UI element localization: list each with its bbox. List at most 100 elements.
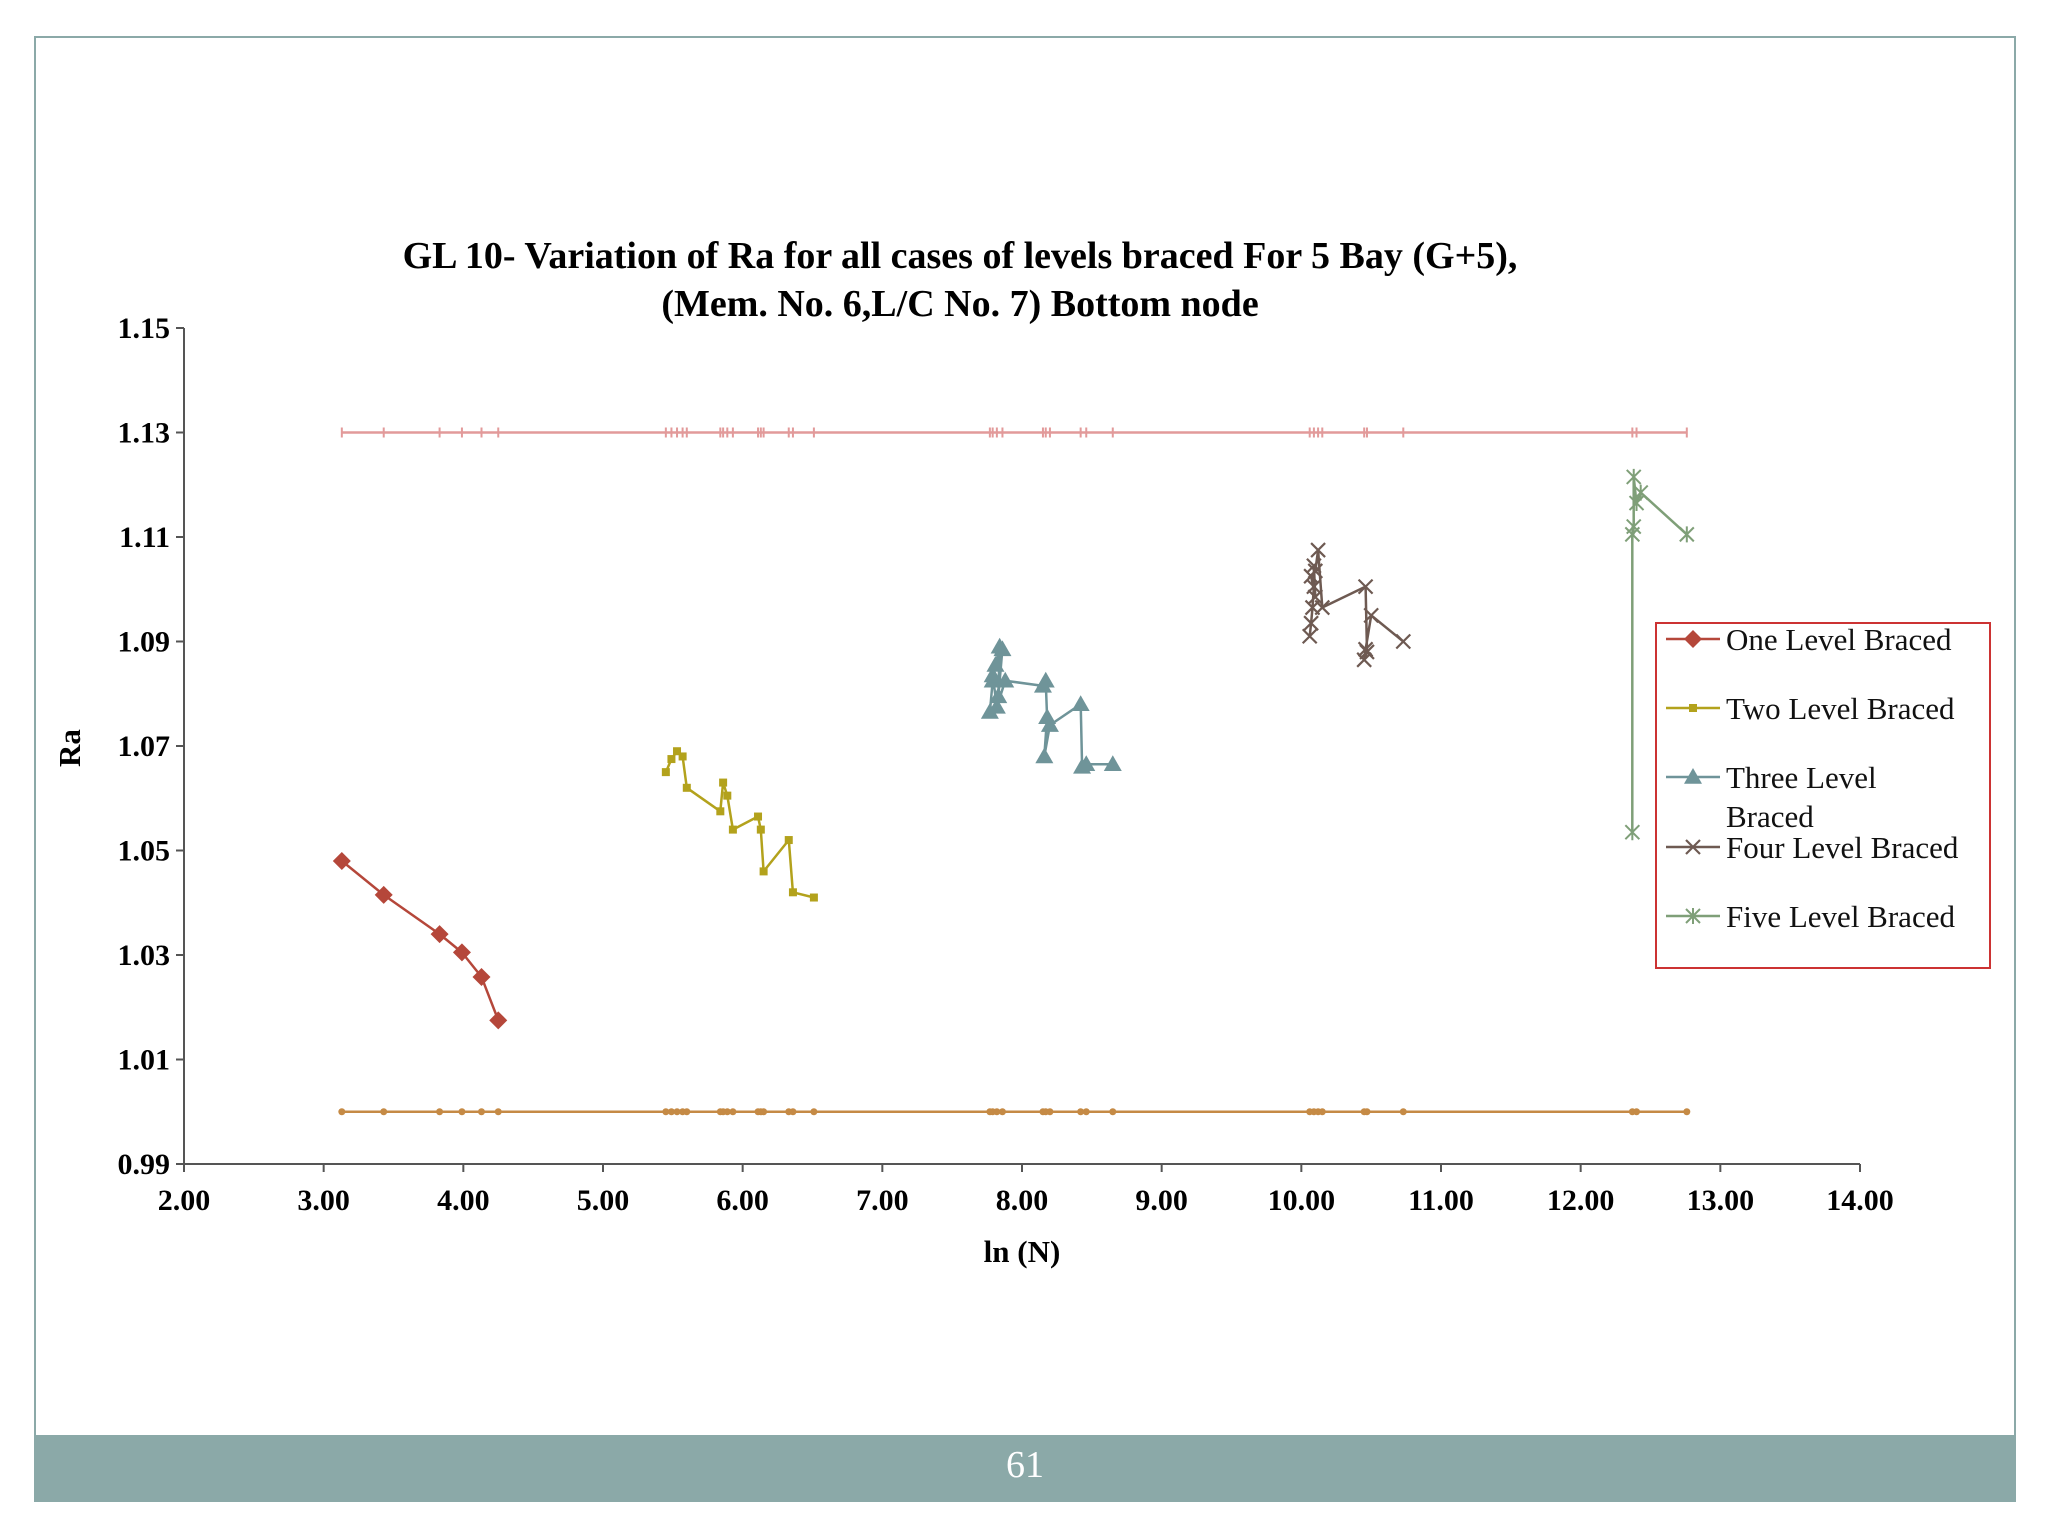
data-point-five-level-braced (1633, 484, 1649, 501)
data-point-two-level-braced (719, 778, 728, 787)
legend-marker (1684, 768, 1702, 784)
series-two-level-braced (661, 747, 818, 902)
legend-label: Two Level Braced (1726, 691, 1955, 726)
data-point-four-level-braced (1307, 563, 1324, 579)
data-point-four-level-braced (1314, 599, 1331, 616)
y-tick-label: 1.07 (118, 730, 171, 763)
data-point-one-level-braced (374, 885, 393, 904)
data-point-two-level-braced (756, 825, 765, 834)
series-one-level-braced (332, 851, 508, 1030)
legend: One Level Braced Two Level Braced Three Le… (1655, 622, 1991, 969)
data-point-four-level-braced (1395, 633, 1412, 650)
x-tick-label: 11.00 (1408, 1184, 1474, 1217)
data-point-two-level-braced (716, 807, 725, 816)
series-lower-limit (338, 1108, 1691, 1116)
data-point-two-level-braced (673, 747, 682, 756)
y-tick-label: 1.11 (119, 521, 170, 554)
data-point-five-level-braced (1626, 468, 1642, 485)
x-tick-label: 5.00 (577, 1184, 630, 1217)
data-point-three-level-braced (989, 687, 1008, 704)
data-point-lower-limit (458, 1108, 466, 1116)
series-upper-limit (340, 427, 1688, 438)
series-four-level-braced (1301, 542, 1412, 668)
data-point-five-level-braced (1679, 526, 1695, 543)
data-point-lower-limit (683, 1108, 691, 1116)
data-point-three-level-braced (1071, 695, 1090, 711)
data-point-four-level-braced (1306, 557, 1322, 574)
data-point-two-level-braced (667, 755, 676, 764)
data-point-four-level-braced (1357, 578, 1374, 595)
y-axis-title: Ra (52, 729, 87, 767)
data-point-lower-limit (760, 1108, 768, 1116)
data-point-four-level-braced (1307, 589, 1324, 605)
y-tick-label: 0.99 (118, 1148, 171, 1181)
series-three-level-braced (980, 637, 1122, 774)
series-layer (332, 427, 1695, 1116)
data-point-lower-limit (1633, 1108, 1641, 1116)
x-tick-label: 4.00 (437, 1184, 490, 1217)
data-point-one-level-braced (332, 851, 351, 870)
data-point-three-level-braced (993, 640, 1012, 657)
x-tick-label: 8.00 (996, 1184, 1049, 1217)
data-point-two-level-braced (682, 783, 691, 792)
data-point-lower-limit (1082, 1108, 1090, 1116)
x-tick-label: 7.00 (856, 1184, 909, 1217)
data-point-five-level-braced (1624, 824, 1641, 841)
data-point-two-level-braced (759, 867, 768, 876)
data-point-lower-limit (673, 1108, 681, 1116)
data-point-lower-limit (789, 1108, 797, 1116)
data-point-lower-limit (662, 1108, 670, 1116)
x-tick-label: 13.00 (1687, 1184, 1755, 1217)
data-point-lower-limit (1399, 1108, 1407, 1116)
footer-bar: 61 (34, 1435, 2016, 1502)
legend-entry-two-level-braced: Two Level Braced (1666, 691, 1955, 726)
page-number: 61 (1006, 1444, 1044, 1486)
data-point-three-level-braced (1077, 755, 1096, 772)
chart-title-line-2: (Mem. No. 6,L/C No. 7) Bottom node (661, 283, 1258, 325)
data-point-lower-limit (810, 1108, 818, 1116)
data-point-four-level-braced (1363, 607, 1379, 624)
legend-label: Three Level Braced (1726, 760, 1877, 834)
data-point-three-level-braced (996, 671, 1015, 688)
data-point-four-level-braced (1357, 641, 1374, 658)
x-tick-label: 10.00 (1268, 1184, 1336, 1217)
legend-entry-three-level-braced: Three Level Braced (1666, 760, 1877, 834)
y-tick-label: 1.15 (118, 312, 171, 345)
x-tick-label: 2.00 (158, 1184, 211, 1217)
data-point-two-level-braced (784, 836, 793, 845)
data-point-four-level-braced (1310, 542, 1326, 558)
legend-entry-four-level-braced: Four Level Braced (1666, 830, 1959, 865)
legend-marker (1689, 704, 1697, 712)
data-point-one-level-braced (472, 967, 491, 986)
y-tick-label: 1.09 (118, 626, 171, 659)
data-point-lower-limit (1683, 1108, 1691, 1116)
data-point-four-level-braced (1303, 615, 1319, 631)
data-point-lower-limit (338, 1108, 346, 1116)
data-point-lower-limit (1363, 1108, 1371, 1116)
data-point-three-level-braced (1036, 671, 1055, 688)
data-point-three-level-braced (983, 666, 1002, 683)
data-point-three-level-braced (1103, 755, 1122, 772)
y-tick-label: 1.13 (118, 417, 171, 450)
data-point-two-level-braced (788, 888, 797, 897)
data-point-lower-limit (436, 1108, 444, 1116)
data-point-four-level-braced (1301, 628, 1318, 645)
data-point-lower-limit (1077, 1108, 1085, 1116)
data-point-three-level-braced (1040, 716, 1059, 732)
legend-marker (1685, 908, 1701, 924)
legend-label: One Level Braced (1726, 622, 1952, 657)
data-point-lower-limit (477, 1108, 485, 1116)
legend-entry-one-level-braced: One Level Braced (1666, 622, 1952, 657)
legend-label: Four Level Braced (1726, 830, 1959, 865)
x-tick-label: 14.00 (1826, 1184, 1894, 1217)
legend-entry-five-level-braced: Five Level Braced (1666, 899, 1955, 934)
y-tick-label: 1.03 (118, 939, 171, 972)
legend-marker (1684, 630, 1702, 648)
data-point-lower-limit (729, 1108, 737, 1116)
x-tick-label: 12.00 (1547, 1184, 1615, 1217)
data-point-five-level-braced (1626, 518, 1642, 535)
series-line-one-level-braced (341, 859, 500, 1021)
data-point-three-level-braced (1035, 747, 1054, 764)
legend-label: Five Level Braced (1726, 899, 1955, 934)
